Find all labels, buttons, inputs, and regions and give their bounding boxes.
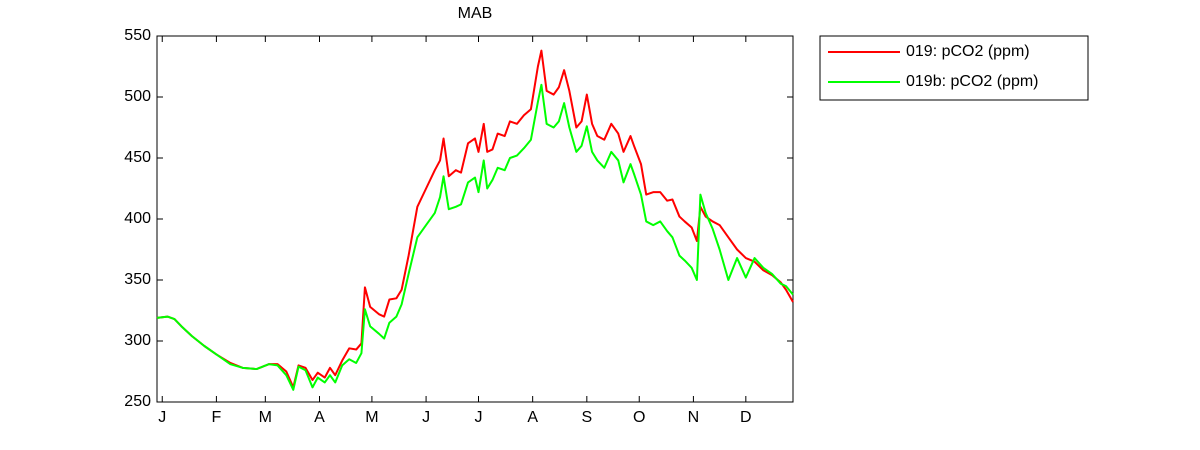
x-tick-label: J bbox=[422, 409, 430, 426]
x-tick-label: N bbox=[688, 409, 700, 426]
x-tick-label: D bbox=[740, 409, 752, 426]
x-tick-label: F bbox=[212, 409, 222, 426]
x-tick-label: S bbox=[581, 409, 592, 426]
y-tick-label: 400 bbox=[124, 210, 151, 227]
legend-label: 019b: pCO2 (ppm) bbox=[906, 73, 1039, 90]
x-tick-label: O bbox=[633, 409, 645, 426]
y-tick-label: 250 bbox=[124, 393, 151, 410]
legend-label: 019: pCO2 (ppm) bbox=[906, 43, 1030, 60]
y-tick-label: 450 bbox=[124, 149, 151, 166]
chart-title: MAB bbox=[458, 5, 493, 22]
series-line bbox=[156, 83, 794, 391]
x-tick-label: J bbox=[158, 409, 166, 426]
y-tick-label: 550 bbox=[124, 27, 151, 44]
y-tick-label: 500 bbox=[124, 88, 151, 105]
x-tick-label: A bbox=[527, 409, 538, 426]
legend: 019: pCO2 (ppm) 019b: pCO2 (ppm) bbox=[819, 35, 1089, 101]
x-tick-label: M bbox=[259, 409, 272, 426]
axes-box bbox=[156, 35, 794, 403]
legend-box bbox=[819, 35, 1089, 101]
series-line bbox=[156, 49, 794, 389]
y-tick-label: 300 bbox=[124, 332, 151, 349]
x-tick-label: A bbox=[314, 409, 325, 426]
x-tick-label: M bbox=[365, 409, 378, 426]
y-tick-label: 350 bbox=[124, 271, 151, 288]
x-tick-label: J bbox=[474, 409, 482, 426]
